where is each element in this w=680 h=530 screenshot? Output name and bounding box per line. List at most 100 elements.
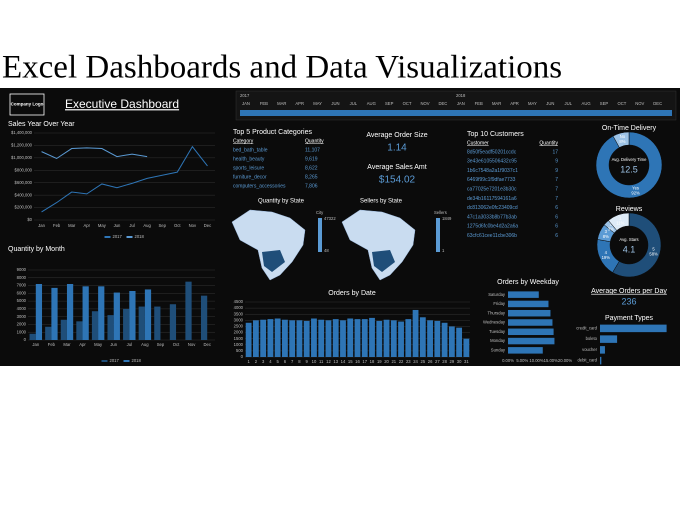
y-tick-label: Friday [493,301,506,306]
y-tick-label: 4000 [234,305,244,310]
table-header: Customer [467,140,489,146]
bar [252,320,259,357]
y-tick-label: 1000 [17,329,27,334]
x-tick-label: 15 [348,359,353,364]
y-tick-label: 3500 [234,311,244,316]
map-legend-min: 48 [324,248,329,253]
x-tick-label: 0.00% [502,358,514,363]
bar [303,320,310,357]
y-tick-label: voucher [582,347,598,352]
x-tick-label: 11 [319,359,324,364]
timeline-month: FEB [260,101,268,106]
y-tick-label: 7000 [17,283,27,288]
bar [354,319,361,357]
bar [508,309,551,317]
y-tick-label: credit_card [576,325,597,330]
table-title: Top 10 Customers [467,131,524,138]
table-cell: bed_bath_table [233,147,268,153]
table-cell: 63cfc61cee11cbe306b [467,233,517,239]
x-tick-label: 30 [457,359,462,364]
bar [200,295,208,340]
bar [325,320,332,357]
bar [296,320,303,357]
x-tick-label: 22 [399,359,404,364]
x-tick-label: Jun [114,223,121,228]
x-tick-label: 29 [450,359,455,364]
table-cell: furniture_decor [233,174,267,180]
table-cell: sports_leisure [233,165,264,171]
x-tick-label: Apr [79,342,86,347]
x-tick-label: Jul [127,342,132,347]
bar [289,320,296,357]
bar [456,327,463,357]
bar [508,300,549,308]
x-tick-label: Apr [84,223,91,228]
bar [347,318,354,357]
x-tick-label: Aug [141,342,149,347]
x-tick-label: Feb [48,342,56,347]
bar [35,284,43,340]
map-region [372,250,395,272]
bar [76,321,83,340]
x-tick-label: 20.00% [558,358,572,363]
bar [98,286,105,340]
map-sellers: Sellers by State Sellers 1849 1 [341,199,452,281]
bar [45,326,52,340]
y-tick-label: 3000 [17,314,27,319]
y-tick-label: 2000 [17,322,27,327]
legend-label: 2018 [132,358,142,363]
chart-title: Reviews [616,206,643,213]
bar [60,319,67,340]
kpi-title: Average Orders per Day [591,288,667,295]
table-cell: 7 [555,196,558,202]
x-tick-label: 27 [435,359,440,364]
table-cell: 6 [555,224,558,230]
x-tick-label: Nov [189,223,197,228]
bar [260,319,267,357]
bar [144,289,152,340]
timeline-month: APR [510,101,519,106]
chart-title: Orders by Date [328,290,376,297]
table-cell: 8,622 [305,165,318,171]
table-cell: 9 [555,159,558,165]
x-tick-label: 12 [326,359,331,364]
bar [419,317,426,357]
x-tick-label: May [94,342,103,347]
map-legend-title: Sellers [434,210,447,215]
bar [311,318,317,357]
y-tick-label: 0 [241,354,244,359]
bar [508,328,554,336]
y-tick-label: 0 [24,337,27,342]
table-cell: 11,107 [305,147,320,153]
slice-category: 5 [652,246,655,251]
x-tick-label: Mar [68,223,76,228]
table-cell: 7,806 [305,183,318,189]
legend-label: 2018 [135,234,145,239]
map-legend-min: 1 [442,248,445,253]
bar [267,319,274,357]
y-tick-label: Tuesday [489,329,506,334]
bar [169,304,177,340]
y-tick-label: 4500 [234,299,244,304]
bar [113,292,120,340]
bar [398,321,404,357]
x-tick-label: 10.00% [529,358,543,363]
timeline-month: MAY [528,101,537,106]
y-tick-label: 4000 [17,306,27,311]
x-tick-label: Jan [38,223,45,228]
slice-label: 3% [608,227,614,232]
x-tick-label: 5 [276,359,279,364]
center-value: 12.5 [620,164,638,174]
line-series [41,147,148,160]
timeline-month: JUN [546,101,554,106]
legend-label: 2017 [110,358,120,363]
timeline-month: DEC [653,101,662,106]
y-tick-label: 2500 [234,324,244,329]
legend-swatch [123,360,130,362]
bar [508,347,543,354]
x-tick-label: 1 [247,359,250,364]
bar [508,291,539,298]
timeline-month: FEB [475,101,483,106]
y-tick-label: $600,000 [15,180,33,185]
bar [405,319,412,357]
